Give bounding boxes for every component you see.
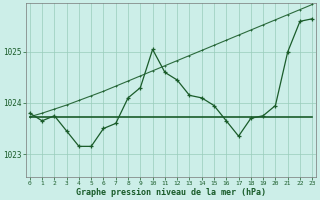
X-axis label: Graphe pression niveau de la mer (hPa): Graphe pression niveau de la mer (hPa) xyxy=(76,188,266,197)
